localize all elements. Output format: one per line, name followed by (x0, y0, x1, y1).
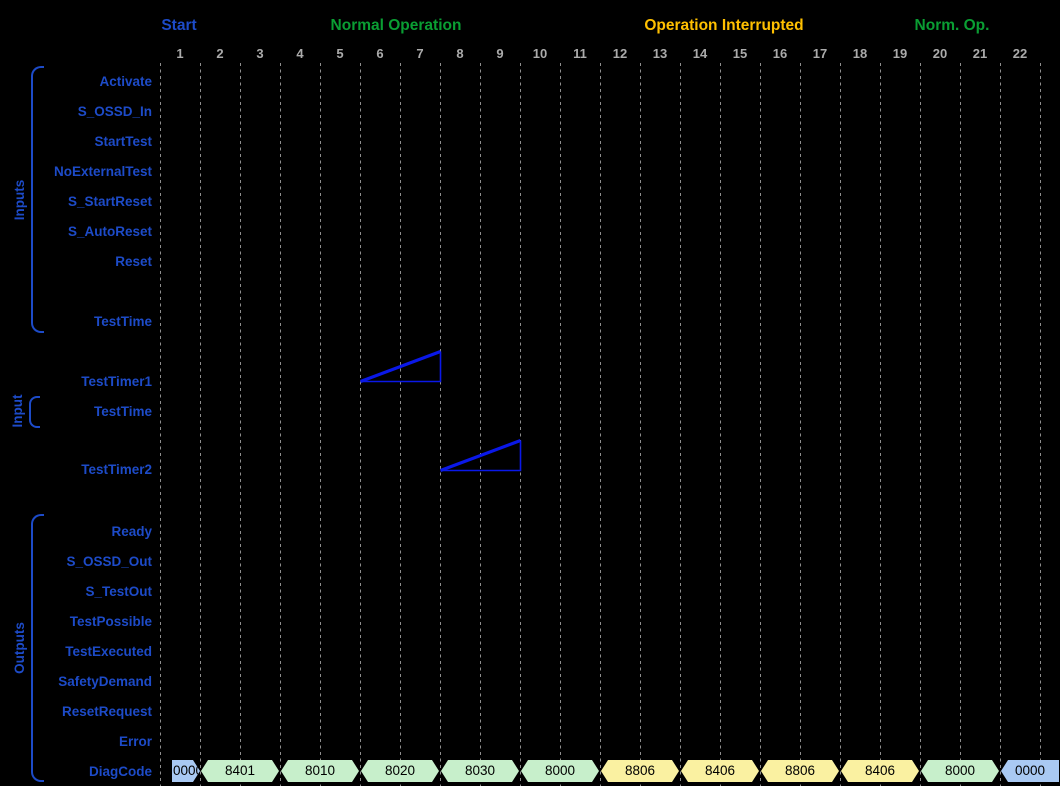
tick-label-3: 3 (256, 46, 264, 61)
tick-label-17: 17 (812, 46, 828, 61)
signal-label-activate: Activate (99, 74, 152, 89)
gridline (600, 63, 601, 786)
phase-label-norm-op: Norm. Op. (914, 17, 990, 34)
diagcode-value-box: 8000 (921, 760, 999, 782)
phase-label-start: Start (161, 17, 197, 34)
gridline (1000, 63, 1001, 786)
tick-label-22: 22 (1012, 46, 1028, 61)
tick-label-10: 10 (532, 46, 548, 61)
signal-label-s-ossd-out: S_OSSD_Out (66, 554, 152, 569)
signal-label-testtime: TestTime (93, 314, 152, 329)
signal-label-testtime-2: TestTime (93, 404, 152, 419)
tick-label-15: 15 (732, 46, 748, 61)
gridline (720, 63, 721, 786)
gridline (920, 63, 921, 786)
inputs-group-label: Inputs (12, 179, 27, 221)
gridline (880, 63, 881, 786)
inputs-bracket (31, 66, 44, 333)
tick-label-1: 1 (176, 46, 184, 61)
tick-label-8: 8 (456, 46, 464, 61)
testtimer2-ramp-frame (440, 440, 522, 472)
gridline (480, 63, 481, 786)
gridline (240, 63, 241, 786)
signal-label-diagcode: DiagCode (88, 764, 152, 779)
diagcode-value-box: 8020 (361, 760, 439, 782)
gridline (440, 63, 441, 786)
phase-label-normal-operation: Normal Operation (330, 17, 462, 34)
tick-label-19: 19 (892, 46, 908, 61)
signal-label-safetydemand: SafetyDemand (58, 674, 152, 689)
gridline (960, 63, 961, 786)
signal-label-starttest: StartTest (94, 134, 152, 149)
diagcode-value-box: 8010 (281, 760, 359, 782)
gridline (400, 63, 401, 786)
tick-label-5: 5 (336, 46, 344, 61)
signal-label-s-autoreset: S_AutoReset (67, 224, 152, 239)
tick-label-18: 18 (852, 46, 868, 61)
tick-label-16: 16 (772, 46, 788, 61)
signal-label-s-testout: S_TestOut (85, 584, 152, 599)
gridline (360, 63, 361, 786)
signal-label-ready: Ready (111, 524, 152, 539)
input-group-label: Input (10, 394, 25, 428)
tick-label-7: 7 (416, 46, 424, 61)
tick-label-2: 2 (216, 46, 224, 61)
gridline (840, 63, 841, 786)
diagcode-value-box: 8806 (761, 760, 839, 782)
testtimer1-ramp (359, 350, 442, 383)
signal-label-noexternaltest: NoExternalTest (53, 164, 152, 179)
signal-label-testexecuted: TestExecuted (65, 644, 152, 659)
timer-ramps (359, 350, 522, 472)
tick-label-12: 12 (612, 46, 628, 61)
tick-label-6: 6 (376, 46, 384, 61)
diagcode-value-box: 8406 (841, 760, 919, 782)
input-bracket (29, 396, 40, 428)
diagcode-value-box: 0000 (1001, 760, 1059, 782)
outputs-group-label: Outputs (12, 622, 27, 674)
gridline (680, 63, 681, 786)
signal-label-s-ossd-in: S_OSSD_In (77, 104, 152, 119)
signal-label-reset: Reset (115, 254, 152, 269)
tick-label-14: 14 (692, 46, 708, 61)
diagcode-value-box: 8806 (601, 760, 679, 782)
gridline (1040, 63, 1041, 786)
diagcode-value-box: 8401 (201, 760, 279, 782)
gridline (200, 63, 201, 786)
signal-label-s-startreset: S_StartReset (67, 194, 152, 209)
signal-label-testtimer1: TestTimer1 (81, 374, 152, 389)
testtimer1-ramp-frame (360, 351, 442, 383)
gridline (280, 63, 281, 786)
diagcode-value-box: 0000 (172, 760, 200, 782)
diagcode-value-box: 8406 (681, 760, 759, 782)
gridline (760, 63, 761, 786)
testtimer2-ramp (439, 439, 522, 472)
tick-label-9: 9 (496, 46, 504, 61)
gridline (560, 63, 561, 786)
phase-label-operation-interrupted: Operation Interrupted (644, 17, 804, 34)
signal-label-testtimer2: TestTimer2 (81, 462, 152, 477)
gridline (160, 63, 161, 786)
gridline (520, 63, 521, 786)
tick-label-13: 13 (652, 46, 668, 61)
signal-label-testpossible: TestPossible (69, 614, 152, 629)
signal-label-error: Error (118, 734, 152, 749)
diagcode-value-box: 8000 (521, 760, 599, 782)
tick-label-4: 4 (296, 46, 304, 61)
outputs-bracket (31, 514, 44, 782)
gridline (320, 63, 321, 786)
gridline (800, 63, 801, 786)
tick-label-11: 11 (573, 46, 587, 61)
diagcode-value-box: 8030 (441, 760, 519, 782)
tick-label-21: 21 (972, 46, 988, 61)
signal-label-resetrequest: ResetRequest (61, 704, 152, 719)
gridline (640, 63, 641, 786)
tick-label-20: 20 (932, 46, 948, 61)
